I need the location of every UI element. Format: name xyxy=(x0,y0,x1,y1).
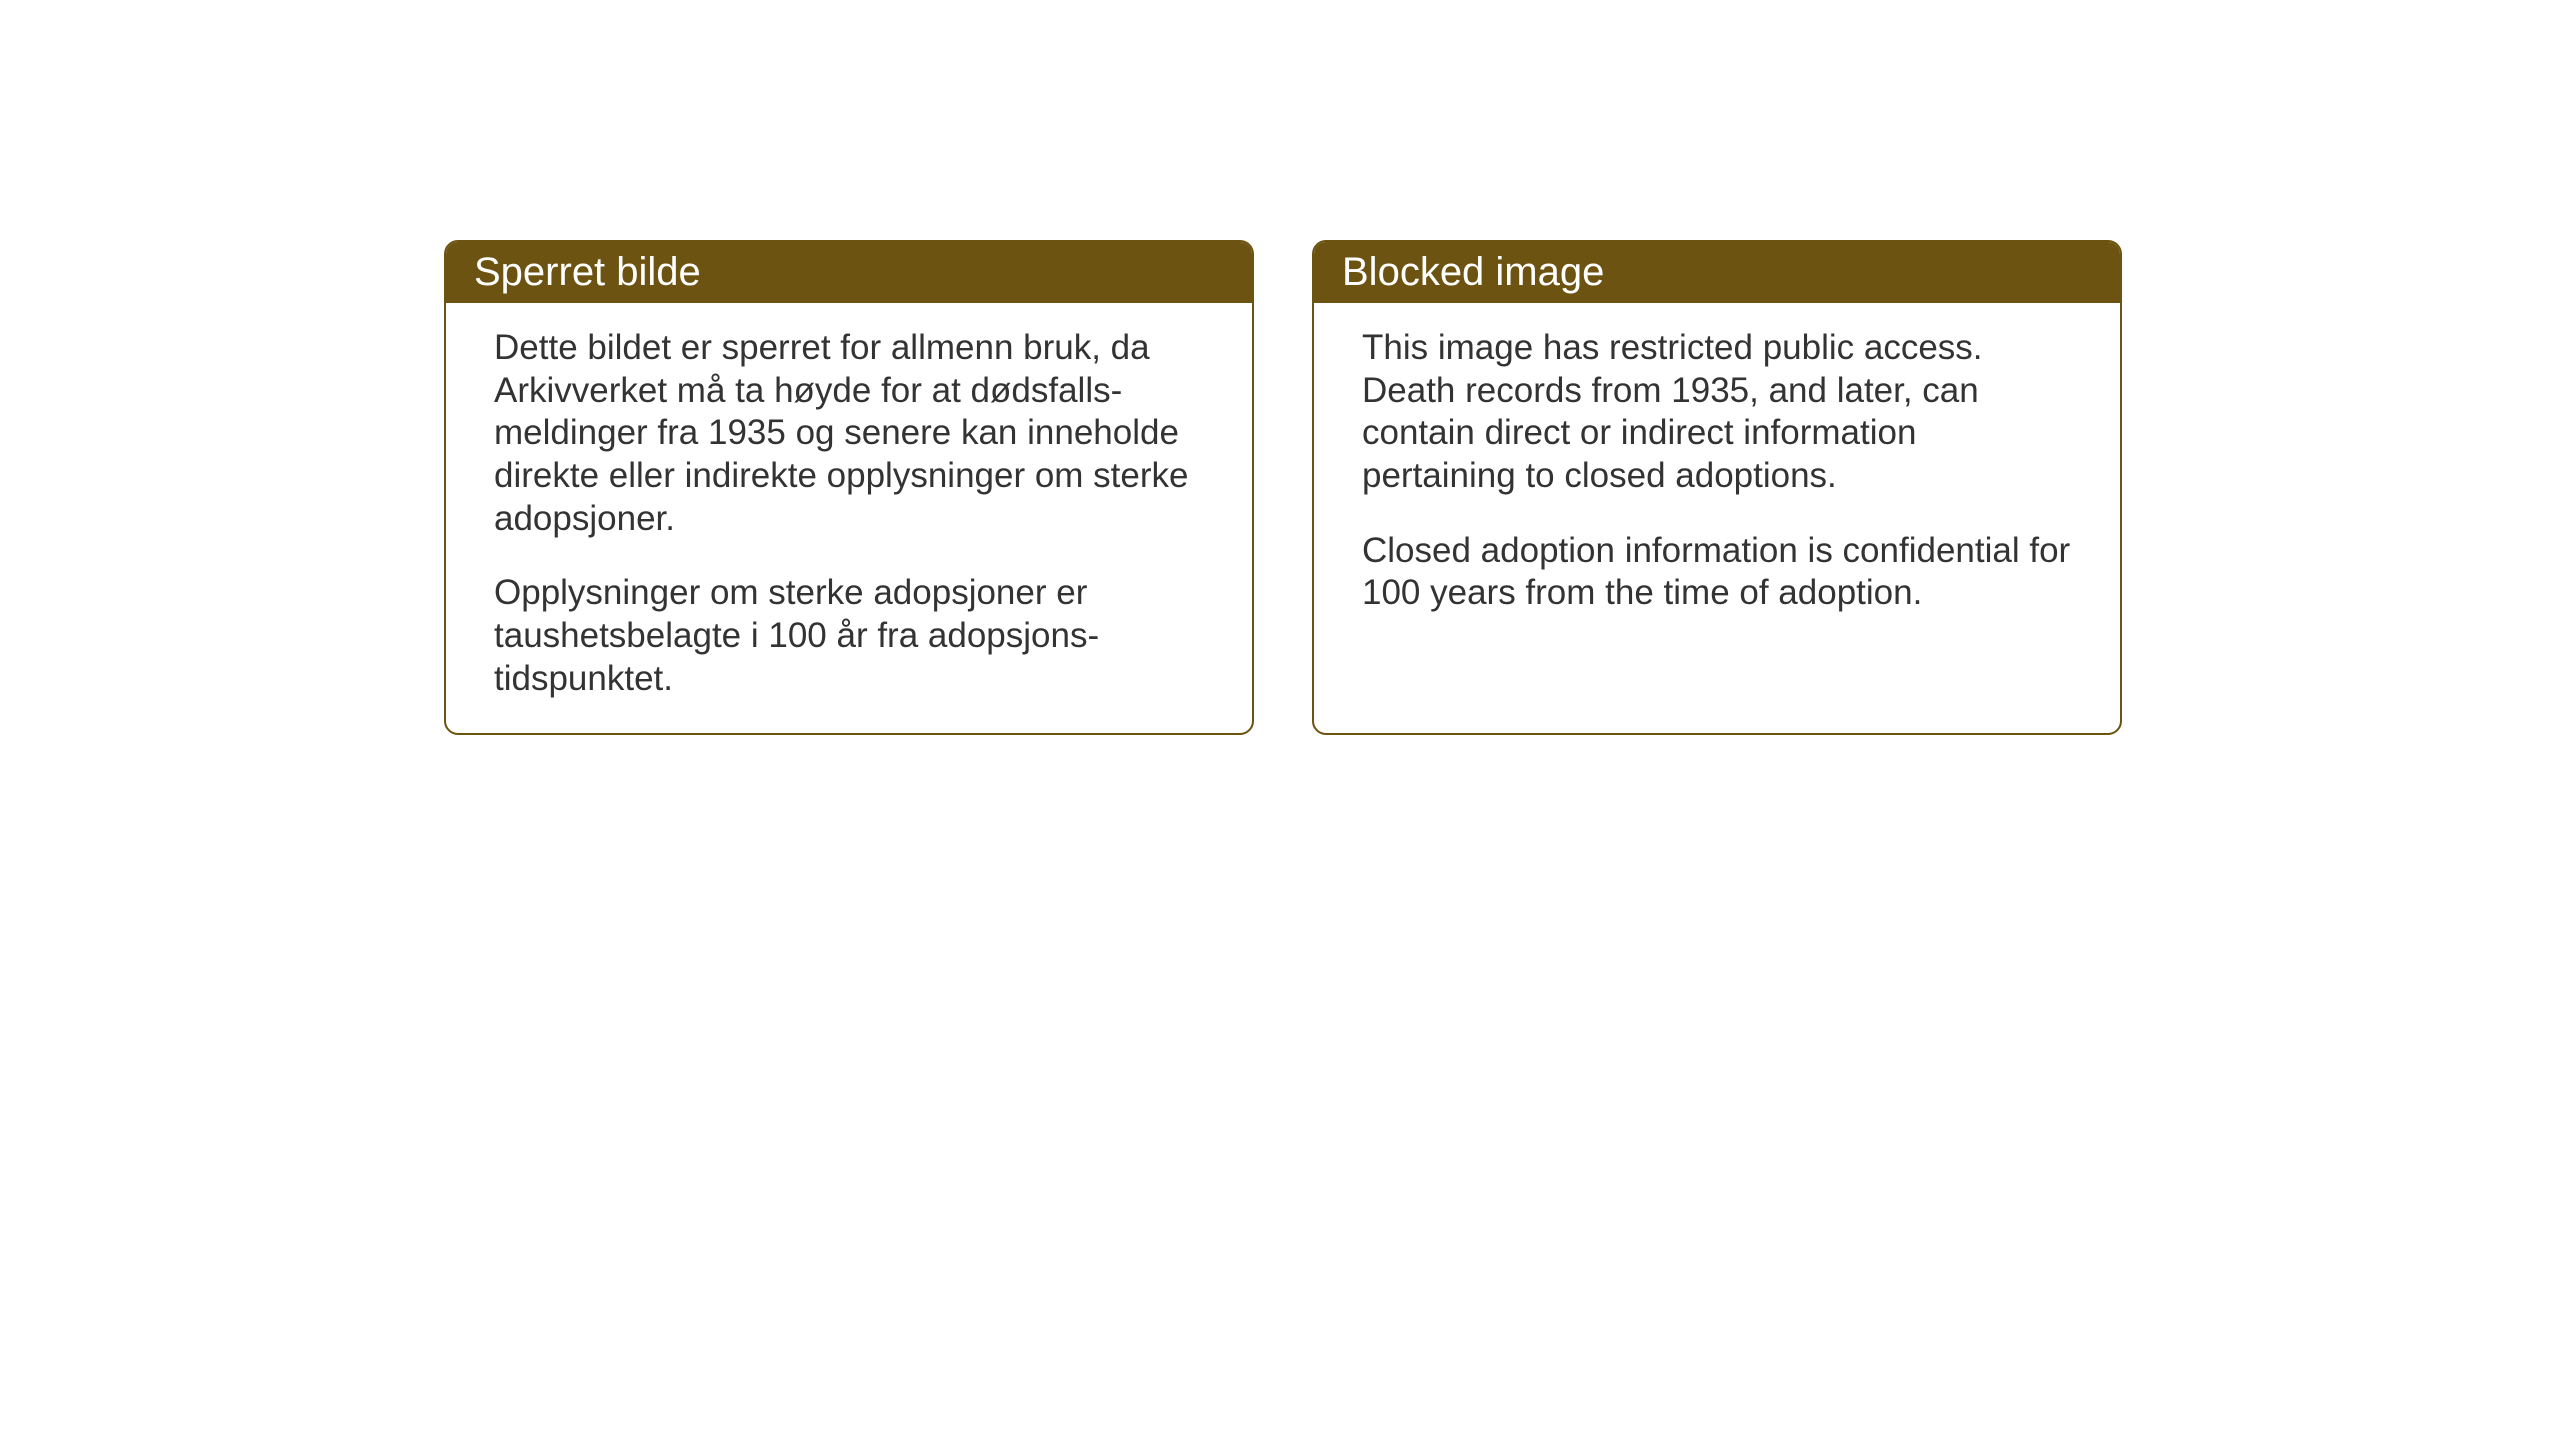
english-card-body: This image has restricted public access.… xyxy=(1314,303,2120,723)
english-card-header: Blocked image xyxy=(1314,242,2120,303)
norwegian-paragraph-1: Dette bildet er sperret for allmenn bruk… xyxy=(494,327,1204,540)
cards-container: Sperret bilde Dette bildet er sperret fo… xyxy=(444,240,2122,735)
norwegian-paragraph-2: Opplysninger om sterke adopsjoner er tau… xyxy=(494,572,1204,700)
english-card-title: Blocked image xyxy=(1342,250,1604,294)
norwegian-card: Sperret bilde Dette bildet er sperret fo… xyxy=(444,240,1254,735)
norwegian-card-header: Sperret bilde xyxy=(446,242,1252,303)
english-paragraph-1: This image has restricted public access.… xyxy=(1362,327,2072,498)
english-card: Blocked image This image has restricted … xyxy=(1312,240,2122,735)
english-paragraph-2: Closed adoption information is confident… xyxy=(1362,530,2072,615)
norwegian-card-title: Sperret bilde xyxy=(474,250,701,294)
norwegian-card-body: Dette bildet er sperret for allmenn bruk… xyxy=(446,303,1252,733)
